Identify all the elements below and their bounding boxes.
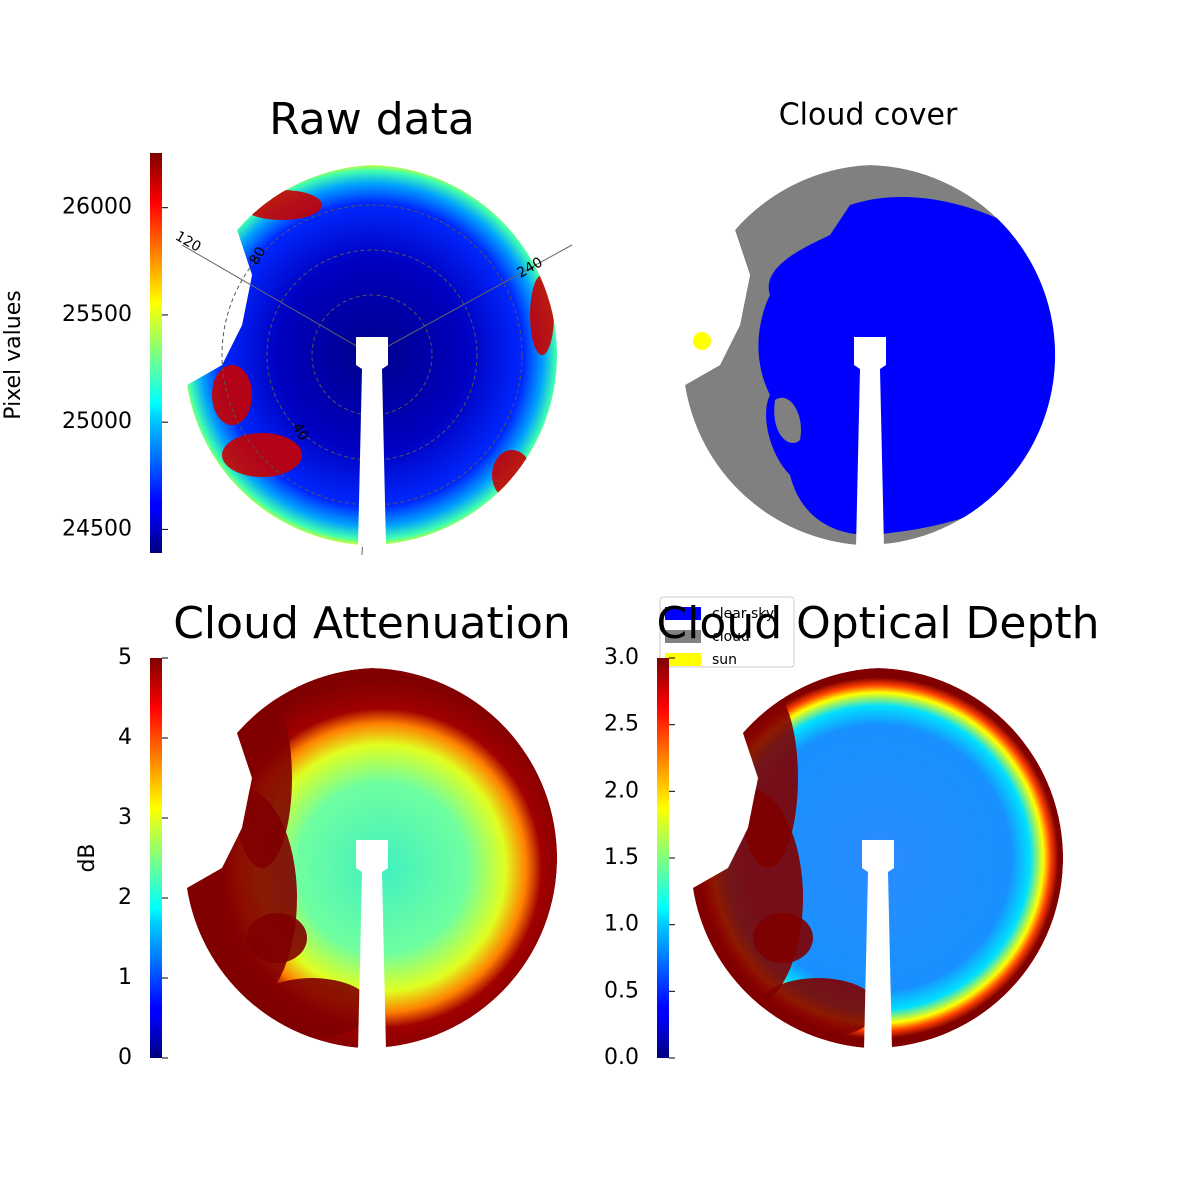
sun [693, 332, 711, 350]
colorbar-tick-label: 2.0 [604, 778, 639, 803]
cloud-patch [758, 978, 878, 1038]
cloud-patch [252, 978, 372, 1038]
legend-swatch [665, 653, 701, 666]
colorbar-tick-label: 3 [118, 805, 132, 830]
sky-image [181, 165, 573, 556]
panel-title: Raw data [269, 94, 475, 145]
cloud-patch [738, 688, 798, 868]
polar-label: 40 [289, 420, 312, 443]
legend-label: sun [712, 652, 737, 668]
colorbar-tick-label: 2 [118, 885, 132, 910]
sky-content [685, 165, 1056, 546]
cloud-patch [753, 913, 813, 963]
colorbar-tick-label: 4 [118, 725, 132, 750]
legend-label: clear sky [712, 606, 774, 622]
cloud-patch [242, 190, 322, 220]
colorbar-label: Pixel values [1, 290, 26, 419]
colorbar [657, 658, 669, 1058]
panel-title: Cloud cover [779, 98, 958, 133]
sky-image [685, 165, 1056, 547]
colorbar-tick-label: 26000 [62, 195, 132, 220]
cloud-patch [232, 688, 292, 868]
cloud-patch [247, 913, 307, 963]
colorbar-tick-label: 24500 [62, 516, 132, 541]
cloud-patch [222, 433, 302, 477]
polar-label: 120 [172, 228, 203, 255]
mast [356, 840, 388, 1050]
panel-title: Cloud Optical Depth [656, 598, 1099, 649]
mast [356, 337, 388, 547]
colorbar [150, 153, 162, 553]
colorbar-tick-label: 0.5 [604, 978, 639, 1003]
cloud-patch [212, 365, 252, 425]
cloud-patch [492, 450, 532, 500]
cloud-patch [774, 397, 801, 444]
colorbar-tick-label: 25500 [62, 302, 132, 327]
colorbar-tick-label: 1.0 [604, 912, 639, 937]
mast [862, 840, 894, 1050]
mast [854, 337, 886, 547]
sky-image [693, 668, 1063, 1050]
colorbar-tick-label: 1.5 [604, 845, 639, 870]
colorbar-tick-label: 25000 [62, 409, 132, 434]
panel-title: Cloud Attenuation [173, 598, 571, 649]
legend-swatch [665, 630, 701, 643]
polar-ring [221, 204, 523, 506]
colorbar-tick-label: 0.0 [604, 1045, 639, 1070]
colorbar-tick-label: 5 [118, 645, 132, 670]
legend-swatch [665, 607, 701, 620]
clear-sky-region [758, 196, 1056, 535]
legend-label: cloud [712, 629, 750, 645]
polar-label: 80 [247, 244, 270, 267]
sky-content [187, 668, 557, 1049]
colorbar-label: dB [75, 843, 100, 872]
sky-image [187, 668, 557, 1050]
colorbar [150, 658, 162, 1058]
colorbar-tick-label: 2.5 [604, 712, 639, 737]
colorbar-tick-label: 1 [118, 965, 132, 990]
colorbar-tick-label: 3.0 [604, 645, 639, 670]
colorbar-tick-label: 0 [118, 1045, 132, 1070]
cloud-patch [530, 275, 554, 355]
